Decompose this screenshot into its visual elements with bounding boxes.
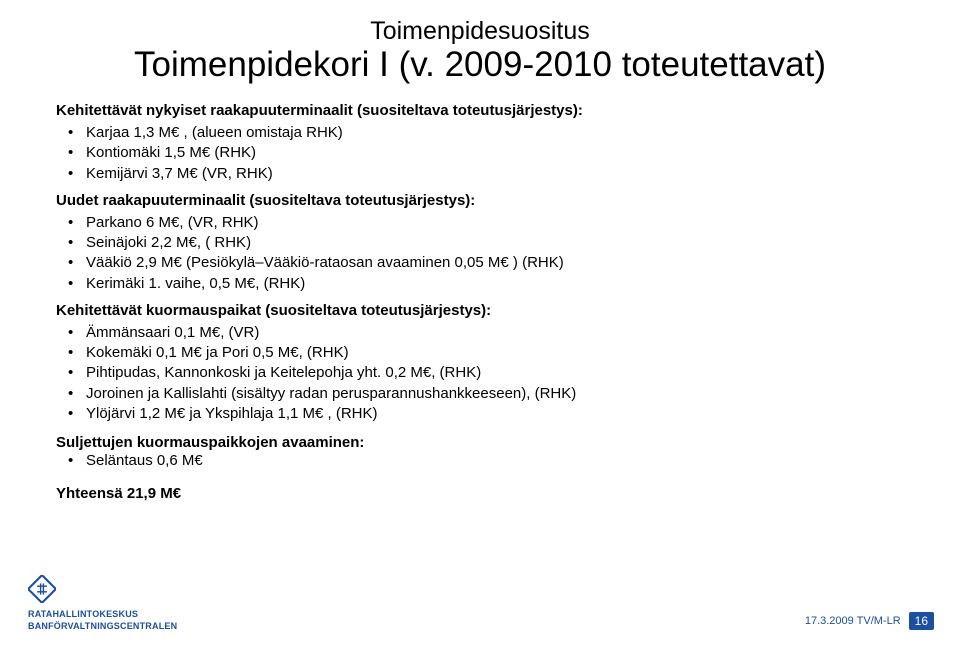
list-item: Parkano 6 M€, (VR, RHK) [56,213,904,233]
slide-page: Toimenpidesuositus Toimenpidekori I (v. … [0,0,960,650]
logo-icon [28,575,56,603]
page-number: 16 [909,612,934,630]
footer-left: RATAHALLINTOKESKUS BANFÖRVALTNINGSCENTRA… [28,575,177,632]
list-item: Karjaa 1,3 M€ , (alueen omistaja RHK) [56,123,904,143]
list-item: Kokemäki 0,1 M€ ja Pori 0,5 M€, (RHK) [56,343,904,363]
list-item: Kontiomäki 1,5 M€ (RHK) [56,143,904,163]
list-item: Seläntaus 0,6 M€ [56,451,904,471]
section1-heading: Kehitettävät nykyiset raakapuuterminaali… [56,102,904,119]
section3-heading: Kehitettävät kuormauspaikat (suositeltav… [56,302,904,319]
list-item: Vääkiö 2,9 M€ (Pesiökylä–Vääkiö-rataosan… [56,253,904,273]
footer-org-line2: BANFÖRVALTNINGSCENTRALEN [28,622,177,632]
section1-list: Karjaa 1,3 M€ , (alueen omistaja RHK) Ko… [56,123,904,184]
list-item: Joroinen ja Kallislahti (sisältyy radan … [56,384,904,404]
title-block: Toimenpidesuositus Toimenpidekori I (v. … [56,18,904,84]
list-item: Ylöjärvi 1,2 M€ ja Ykspihlaja 1,1 M€ , (… [56,404,904,424]
list-item: Ämmänsaari 0,1 M€, (VR) [56,323,904,343]
closed-list: Seläntaus 0,6 M€ [56,451,904,471]
footer-org-line1: RATAHALLINTOKESKUS [28,610,177,620]
title-line1: Toimenpidesuositus [56,18,904,46]
section2-heading: Uudet raakapuuterminaalit (suositeltava … [56,192,904,209]
list-item: Pihtipudas, Kannonkoski ja Keitelepohja … [56,363,904,383]
list-item: Kerimäki 1. vaihe, 0,5 M€, (RHK) [56,274,904,294]
section2-list: Parkano 6 M€, (VR, RHK) Seinäjoki 2,2 M€… [56,213,904,294]
list-item: Kemijärvi 3,7 M€ (VR, RHK) [56,164,904,184]
footer-date-code: 17.3.2009 TV/M-LR [805,615,901,627]
total-line: Yhteensä 21,9 M€ [56,485,904,502]
footer-right: 17.3.2009 TV/M-LR 16 [805,612,934,630]
section3-list: Ämmänsaari 0,1 M€, (VR) Kokemäki 0,1 M€ … [56,323,904,424]
list-item: Seinäjoki 2,2 M€, ( RHK) [56,233,904,253]
closed-heading: Suljettujen kuormauspaikkojen avaaminen: [56,434,904,451]
title-line2: Toimenpidekori I (v. 2009-2010 toteutett… [56,46,904,85]
